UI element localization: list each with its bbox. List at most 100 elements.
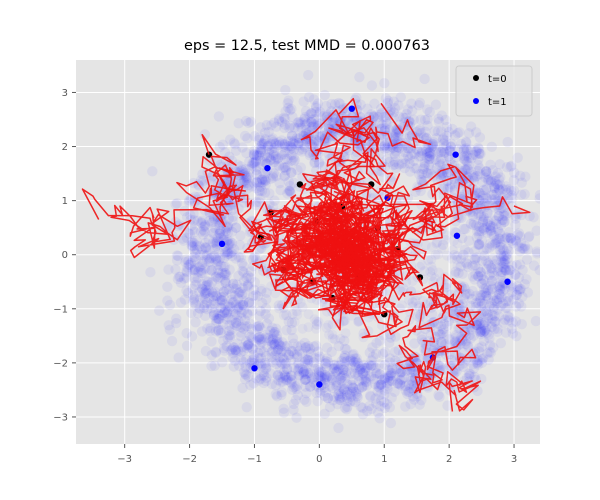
- t1-sample: [505, 232, 516, 244]
- t1-sample: [477, 289, 488, 301]
- t1-sample: [489, 323, 500, 335]
- t1-sample: [322, 116, 333, 128]
- t1-sample: [223, 325, 235, 337]
- t1-sample: [271, 121, 282, 132]
- t1-sample: [509, 269, 521, 280]
- t1-sample: [284, 185, 296, 196]
- t1-sample: [385, 370, 397, 381]
- t1-sample: [359, 365, 371, 377]
- t1-sample: [375, 379, 386, 390]
- t1-sample: [266, 339, 278, 351]
- t1-sample: [471, 320, 482, 331]
- t1-sample: [355, 363, 366, 375]
- legend-marker-t1: [473, 98, 479, 104]
- t1-sample: [319, 408, 330, 420]
- t1-sample: [255, 144, 267, 155]
- t1-sample: [200, 221, 211, 232]
- t1-sample: [519, 243, 530, 255]
- t1-sample: [394, 378, 406, 390]
- t1-sample: [420, 143, 432, 155]
- t1-sample: [487, 165, 498, 176]
- t1-sample: [211, 312, 222, 324]
- t1-sample: [487, 253, 498, 264]
- t1-sample: [487, 314, 498, 325]
- t1-sample: [194, 261, 206, 272]
- t1-sample: [219, 345, 230, 356]
- t1-sample: [249, 158, 260, 170]
- t1-sample: [260, 350, 272, 362]
- t1-sample: [279, 119, 291, 130]
- t1-sample: [294, 145, 305, 156]
- t1-sample: [304, 368, 316, 379]
- t1-sample: [239, 321, 251, 332]
- t1-sample: [469, 246, 480, 257]
- t1-sample: [260, 134, 271, 145]
- t1-sample: [496, 214, 508, 226]
- t1-sample: [286, 345, 297, 357]
- t1-sample: [477, 278, 488, 289]
- t1-sample: [210, 256, 221, 268]
- t1-sample: [296, 123, 307, 134]
- t1-sample: [253, 134, 265, 146]
- t1-sample: [285, 136, 297, 147]
- t1-sample: [455, 138, 467, 150]
- t1-sample: [250, 199, 262, 211]
- t1-sample: [282, 374, 293, 386]
- t1-sample: [489, 182, 500, 193]
- t1-sample: [303, 340, 314, 352]
- t1-sample: [300, 374, 311, 385]
- t1-sample: [254, 320, 265, 332]
- t1-sample: [473, 147, 485, 159]
- t1-sample: [474, 355, 485, 366]
- legend-marker-t0: [473, 75, 479, 81]
- t1-sample: [288, 338, 299, 349]
- t1-sample: [178, 273, 190, 284]
- t1-sample-inner: [430, 273, 441, 284]
- t1-sample: [405, 372, 417, 383]
- t1-sample: [488, 303, 499, 315]
- t1-sample: [470, 149, 481, 161]
- t1-sample: [233, 203, 244, 214]
- t1-sample: [204, 215, 215, 226]
- t1-sample: [311, 387, 322, 399]
- t1-sample: [238, 345, 249, 356]
- t1-sample: [420, 126, 431, 137]
- t1-sample: [474, 225, 485, 237]
- t1-sample: [238, 261, 249, 272]
- t1-sample: [233, 118, 244, 129]
- x-tick-label: 0: [316, 454, 322, 465]
- t1-sample: [530, 315, 540, 327]
- t1-sample: [270, 154, 281, 165]
- t1-sample: [421, 152, 432, 163]
- t1-sample: [282, 340, 293, 352]
- t1-sample: [246, 357, 257, 368]
- t1-sample: [218, 319, 229, 330]
- t1-sample: [502, 187, 513, 199]
- t1-sample: [252, 324, 264, 335]
- x-tick-label: 3: [511, 454, 517, 465]
- t1-sample: [255, 373, 266, 384]
- t1-sample: [369, 378, 381, 390]
- t1-sample: [199, 263, 211, 274]
- y-tick-label: −1: [53, 304, 68, 315]
- t1-sample: [300, 128, 312, 140]
- t1-sample: [465, 144, 476, 155]
- t1-sample: [485, 174, 496, 185]
- t1-sample: [271, 336, 282, 348]
- t1-sample: [441, 140, 452, 151]
- t1-sample: [270, 389, 281, 400]
- t1-sample: [366, 80, 378, 91]
- t1-sample: [262, 341, 273, 353]
- t1-sample: [503, 315, 514, 326]
- t1-sample: [362, 405, 373, 417]
- t1-sample: [210, 237, 222, 248]
- t1-sample: [213, 247, 225, 258]
- t1-sample: [481, 323, 492, 334]
- t1-sample: [187, 283, 198, 294]
- t1-sample: [300, 354, 311, 365]
- t1-sample: [204, 293, 215, 304]
- t1-sample: [473, 359, 484, 370]
- t1-sample: [163, 320, 174, 331]
- t1-sample: [427, 138, 439, 150]
- t1-sample: [358, 380, 370, 392]
